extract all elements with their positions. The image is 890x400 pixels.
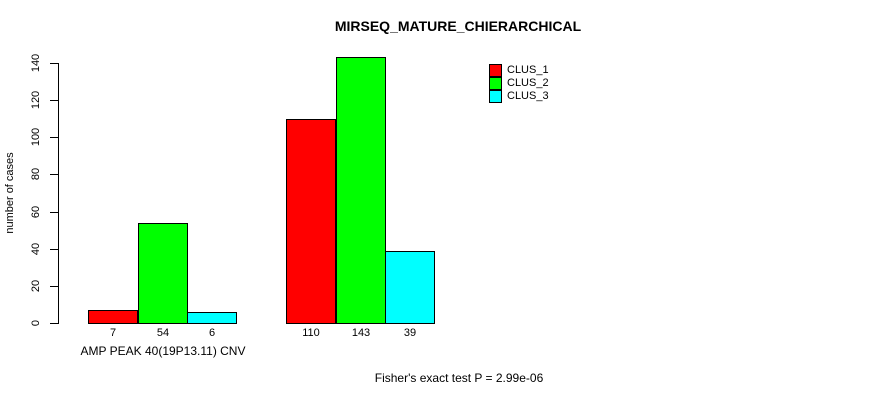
- bar-clus_1-group2: [286, 119, 336, 324]
- y-axis-tick: [50, 63, 58, 64]
- y-axis-tick-label: 140: [30, 53, 42, 73]
- y-axis-tick-label: 20: [30, 279, 42, 293]
- y-axis-tick: [50, 286, 58, 287]
- y-axis-tick-label: 40: [30, 242, 42, 256]
- legend-item: CLUS_2: [489, 77, 549, 90]
- bar-clus_1-group1: [88, 310, 138, 324]
- y-axis-tick: [50, 174, 58, 175]
- legend-item-label: CLUS_2: [507, 77, 549, 89]
- bar-value-label: 6: [208, 327, 216, 339]
- y-axis-tick-label: 80: [30, 167, 42, 181]
- legend-color-swatch: [489, 90, 502, 103]
- y-axis-line: [58, 63, 59, 324]
- bar-value-label: 39: [403, 327, 417, 339]
- bar-value-label: 143: [351, 327, 371, 339]
- bar-clus_3-group2: [385, 251, 435, 324]
- y-axis-tick: [50, 137, 58, 138]
- bar-value-label: 54: [156, 327, 170, 339]
- y-axis-tick: [50, 100, 58, 101]
- x-axis-label: AMP PEAK 40(19P13.11) CNV: [80, 344, 246, 358]
- bar-clus_3-group1: [187, 312, 237, 324]
- bar-clus_2-group2: [336, 57, 386, 324]
- y-axis-label: number of cases: [4, 152, 16, 234]
- chart-title: MIRSEQ_MATURE_CHIERARCHICAL: [334, 18, 582, 34]
- y-axis-tick: [50, 212, 58, 213]
- legend-item-label: CLUS_3: [507, 90, 549, 102]
- y-axis-tick-label: 0: [30, 319, 42, 327]
- y-axis-tick: [50, 323, 58, 324]
- legend-item-label: CLUS_1: [507, 64, 549, 76]
- legend: CLUS_1 CLUS_2 CLUS_3: [489, 64, 549, 103]
- legend-color-swatch: [489, 64, 502, 77]
- bar-value-label: 110: [302, 327, 320, 339]
- y-axis-tick-label: 120: [30, 90, 42, 110]
- legend-item: CLUS_3: [489, 90, 549, 103]
- y-axis-tick-label: 60: [30, 205, 42, 219]
- bar-clus_2-group1: [138, 223, 188, 324]
- legend-item: CLUS_1: [489, 64, 549, 77]
- y-axis-tick: [50, 249, 58, 250]
- bar-value-label: 7: [109, 327, 117, 339]
- y-axis-tick-label: 100: [30, 127, 42, 147]
- footnote: Fisher's exact test P = 2.99e-06: [374, 371, 544, 385]
- legend-color-swatch: [489, 77, 502, 90]
